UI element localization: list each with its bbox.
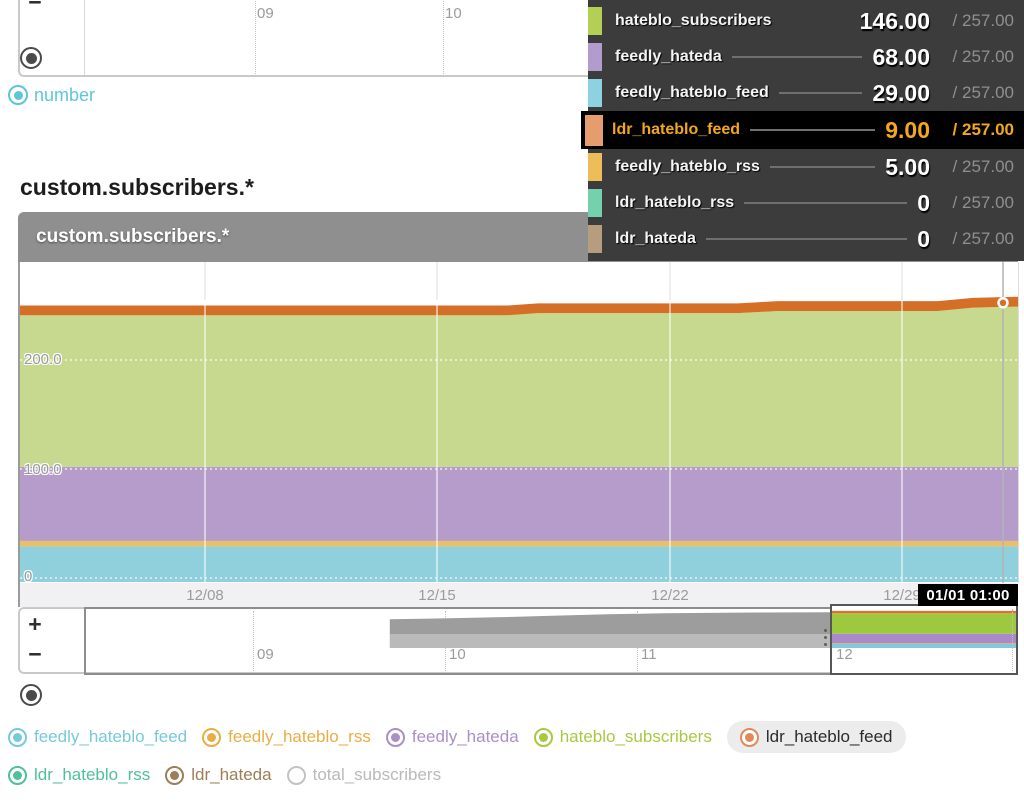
legend-label: ldr_hateblo_rss	[34, 765, 151, 784]
zoom-out-button[interactable]: −	[28, 641, 42, 667]
selection-mini-chart	[832, 610, 1016, 648]
legend-item-feedly-hateblo-rss[interactable]: feedly_hateblo_rss	[202, 721, 371, 753]
y-tick-label: 0	[24, 568, 33, 585]
leader-line	[769, 166, 876, 168]
radio-dot	[13, 732, 22, 742]
legend-item-ldr-hateda[interactable]: ldr_hateda	[165, 759, 272, 791]
month-tick-label: 10	[449, 646, 466, 663]
series-swatch	[585, 114, 603, 146]
radio-dot	[170, 770, 180, 780]
tooltip-row: feedly_hateda 68.00 / 257.00	[588, 39, 1024, 75]
radio-dot	[744, 732, 754, 742]
zoom-out-button[interactable]: −	[28, 0, 42, 15]
stack-mode-radio[interactable]	[20, 684, 42, 706]
radio-ring	[8, 765, 27, 785]
x-tick-label: 12/29	[883, 587, 921, 604]
legend-label: feedly_hateblo_rss	[228, 727, 371, 746]
tooltip-row: ldr_hateda 0 / 257.00	[588, 221, 1024, 257]
x-tick-label: 12/08	[186, 587, 224, 604]
chart-canvas	[18, 262, 1018, 583]
series-swatch	[588, 225, 602, 253]
radio-ring	[202, 727, 222, 747]
legend-item-feedly-hateda[interactable]: feedly_hateda	[385, 721, 519, 753]
zoom-in-button[interactable]: +	[28, 611, 42, 637]
tooltip-row: feedly_hateblo_rss 5.00 / 257.00	[588, 149, 1024, 185]
series-swatch	[588, 43, 602, 71]
hover-legend-tooltip: hateblo_subscribers 146.00 / 257.00 feed…	[581, 0, 1024, 261]
month-tick-label: 10	[445, 5, 462, 22]
number-mode-radio[interactable]	[8, 85, 28, 105]
month-gridline	[443, 0, 444, 76]
series-swatch	[588, 79, 602, 107]
tooltip-row: feedly_hateblo_feed 29.00 / 257.00	[588, 75, 1024, 111]
chart-panel: custom.subscribers.* 200.0 100.0 0 12/08…	[18, 212, 1019, 607]
month-gridline	[255, 0, 256, 76]
month-tick-label: 11	[641, 646, 657, 663]
radio-dot	[25, 52, 37, 64]
series-legend-row-2: ldr_hateblo_rss ldr_hateda total_subscri…	[8, 759, 441, 791]
radio-dot	[538, 732, 548, 742]
radio-dot	[390, 732, 400, 742]
legend-label: ldr_hateda	[191, 765, 272, 784]
stacked-area-chart[interactable]	[18, 262, 1019, 583]
legend-item-feedly-hateblo-feed[interactable]: feedly_hateblo_feed	[8, 721, 187, 753]
stack-mode-radio[interactable]	[20, 47, 42, 69]
leader-line	[750, 129, 876, 131]
series-swatch	[588, 189, 602, 217]
legend-item-hateblo-subscribers[interactable]: hateblo_subscribers	[533, 721, 712, 753]
radio-ring	[533, 727, 553, 747]
slider-divider	[84, 609, 85, 672]
legend-label: total_subscribers	[312, 765, 442, 784]
tooltip-row: hateblo_subscribers 146.00 / 257.00	[588, 3, 1024, 39]
radio-dot	[13, 770, 22, 780]
month-gridline	[1012, 609, 1013, 671]
leader-line	[744, 202, 908, 204]
month-tick-label: 09	[257, 646, 274, 663]
brush-handle-dot[interactable]	[824, 636, 827, 639]
series-swatch	[588, 7, 602, 35]
leader-line	[778, 92, 863, 94]
y-tick-label: 100.0	[24, 461, 62, 478]
radio-dot	[207, 732, 217, 742]
x-axis-strip: 12/08 12/15 12/22 12/29	[18, 583, 1018, 607]
month-tick-label: 12	[836, 646, 853, 663]
radio-dot	[13, 90, 23, 100]
legend-label: hateblo_subscribers	[559, 727, 712, 746]
month-gridline	[253, 611, 254, 671]
series-swatch	[588, 153, 602, 181]
y-tick-label: 200.0	[24, 351, 62, 368]
radio-ring	[739, 727, 759, 747]
tooltip-row-highlighted: ldr_hateblo_feed 9.00 / 257.00	[581, 111, 1024, 149]
x-tick-label: 12/22	[651, 587, 689, 604]
legend-label: feedly_hateblo_feed	[34, 727, 188, 746]
y-axis-line	[18, 262, 20, 607]
page-title: custom.subscribers.*	[20, 174, 254, 200]
slider-divider	[84, 0, 85, 75]
leader-line	[705, 238, 908, 240]
month-tick-label: 09	[257, 5, 274, 22]
leader-line	[731, 56, 863, 58]
legend-label: ldr_hateblo_feed	[765, 727, 893, 746]
overview-silhouette	[389, 612, 830, 648]
number-mode-label: number	[34, 85, 96, 105]
tooltip-row: ldr_hateblo_rss 0 / 257.00	[588, 185, 1024, 221]
radio-ring	[165, 765, 185, 785]
brush-selection-window[interactable]	[830, 604, 1018, 675]
radio-dot	[25, 689, 37, 701]
legend-item-ldr-hateblo-feed[interactable]: ldr_hateblo_feed	[726, 721, 906, 753]
series-legend-row-1: feedly_hateblo_feed feedly_hateblo_rss f…	[8, 721, 906, 753]
legend-label: feedly_hateda	[411, 727, 519, 746]
legend-item-total-subscribers[interactable]: total_subscribers	[286, 759, 442, 791]
radio-ring	[286, 765, 306, 785]
brush-handle-dot[interactable]	[824, 629, 827, 632]
legend-item-ldr-hateblo-rss[interactable]: ldr_hateblo_rss	[8, 759, 150, 791]
brush-handle-dot[interactable]	[824, 643, 827, 646]
radio-ring	[385, 727, 405, 747]
x-tick-label: 12/15	[418, 587, 456, 604]
hover-time-tooltip: 01/01 01:00	[918, 584, 1018, 606]
radio-ring	[8, 727, 27, 747]
